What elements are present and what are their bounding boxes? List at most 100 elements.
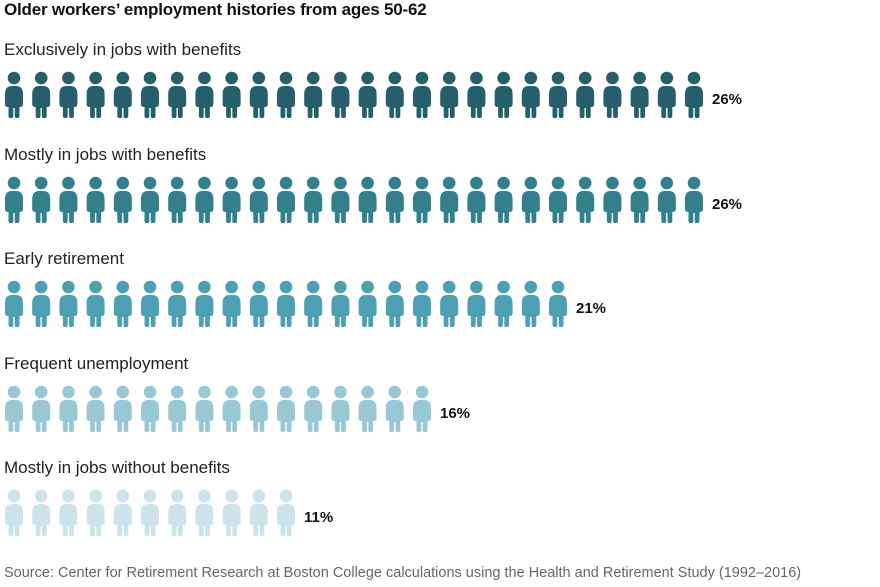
person-icon: [249, 280, 268, 327]
row-label: Mostly in jobs with benefits: [4, 144, 207, 164]
percent-label: 21%: [576, 300, 606, 317]
person-icon: [358, 71, 377, 118]
person-icon: [440, 71, 459, 118]
person-icon: [5, 71, 23, 118]
person-icon: [168, 385, 187, 432]
person-icon: [249, 176, 268, 223]
percent-label: 26%: [712, 91, 742, 108]
person-icon: [277, 280, 295, 327]
pictograph-row: 26%: [5, 71, 742, 118]
person-icon: [576, 176, 595, 223]
person-icon: [113, 385, 132, 432]
person-icon: [86, 385, 105, 432]
person-icon: [141, 280, 159, 327]
person-icon: [59, 71, 78, 118]
person-icon: [385, 385, 404, 432]
person-icon: [277, 489, 295, 536]
person-icon: [304, 71, 323, 118]
person-icon: [440, 176, 459, 223]
person-icon: [32, 489, 51, 536]
person-icon: [5, 385, 23, 432]
person-icon: [86, 489, 105, 536]
person-icon: [630, 71, 649, 118]
person-icon: [549, 280, 567, 327]
person-icon: [168, 489, 187, 536]
person-icon: [113, 71, 132, 118]
person-icon: [385, 280, 404, 327]
person-icon: [494, 280, 513, 327]
person-icon: [521, 280, 540, 327]
source-note: Source: Center for Retirement Research a…: [4, 565, 802, 581]
person-icon: [657, 71, 676, 118]
person-icon: [277, 176, 295, 223]
pictograph-row: 26%: [5, 176, 742, 223]
person-icon: [304, 385, 323, 432]
person-icon: [195, 489, 214, 536]
person-icon: [195, 176, 214, 223]
person-icon: [494, 71, 513, 118]
person-icon: [141, 71, 159, 118]
person-icon: [249, 489, 268, 536]
person-icon: [5, 489, 23, 536]
person-icon: [222, 489, 241, 536]
person-icon: [685, 176, 703, 223]
person-icon: [59, 385, 78, 432]
person-icon: [195, 71, 214, 118]
person-icon: [5, 280, 23, 327]
person-icon: [168, 71, 187, 118]
person-icon: [657, 176, 676, 223]
person-icon: [168, 280, 187, 327]
person-icon: [467, 280, 486, 327]
percent-label: 16%: [440, 405, 470, 422]
person-icon: [222, 385, 241, 432]
person-icon: [249, 385, 268, 432]
person-icon: [549, 71, 567, 118]
person-icon: [304, 176, 323, 223]
pictograph-row: 11%: [5, 489, 333, 536]
person-icon: [358, 176, 377, 223]
person-icon: [331, 71, 350, 118]
person-icon: [630, 176, 649, 223]
person-icon: [59, 280, 78, 327]
person-icon: [413, 71, 431, 118]
person-icon: [32, 176, 51, 223]
row-label: Early retirement: [4, 249, 124, 268]
person-icon: [467, 176, 486, 223]
person-icon: [141, 176, 159, 223]
person-icon: [521, 71, 540, 118]
person-icon: [440, 280, 459, 327]
percent-label: 11%: [304, 509, 333, 526]
person-icon: [113, 280, 132, 327]
person-icon: [331, 280, 350, 327]
pictograph-row: 21%: [5, 280, 606, 327]
person-icon: [32, 71, 51, 118]
person-icon: [576, 71, 595, 118]
person-icon: [222, 176, 241, 223]
person-icon: [467, 71, 486, 118]
person-icon: [141, 385, 159, 432]
pictograph-row: 16%: [5, 385, 470, 432]
person-icon: [413, 385, 431, 432]
person-icon: [494, 176, 513, 223]
person-icon: [59, 176, 78, 223]
person-icon: [32, 280, 51, 327]
person-icon: [358, 280, 377, 327]
person-icon: [331, 385, 350, 432]
row-label: Frequent unemployment: [4, 353, 189, 373]
person-icon: [86, 176, 105, 223]
person-icon: [521, 176, 540, 223]
person-icon: [603, 176, 622, 223]
row-label: Mostly in jobs without benefits: [4, 458, 230, 477]
person-icon: [304, 280, 323, 327]
chart-title: Older workers’ employment histories from…: [4, 0, 427, 19]
person-icon: [277, 71, 295, 118]
person-icon: [358, 385, 377, 432]
person-icon: [86, 71, 105, 118]
percent-label: 26%: [712, 196, 742, 213]
person-icon: [685, 71, 703, 118]
person-icon: [277, 385, 295, 432]
person-icon: [195, 385, 214, 432]
person-icon: [413, 176, 431, 223]
person-icon: [413, 280, 431, 327]
person-icon: [113, 176, 132, 223]
